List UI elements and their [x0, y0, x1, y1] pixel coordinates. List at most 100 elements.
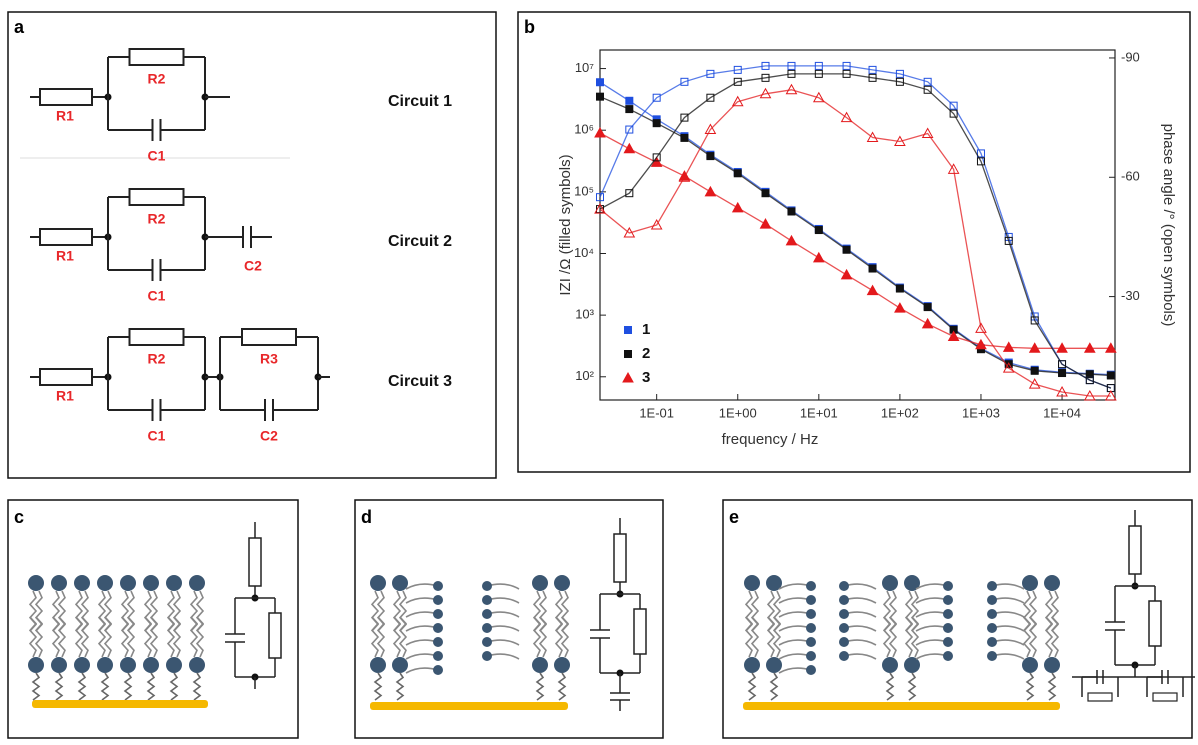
x-tick-label: 1E+00: [719, 405, 757, 420]
y-tick-label: 10⁷: [575, 60, 594, 75]
resistor: [1087, 692, 1113, 702]
lipid-head: [433, 609, 443, 619]
y-tick-label: 10⁴: [574, 245, 594, 260]
lipid-tail: [126, 616, 136, 658]
marker: [759, 218, 772, 229]
marker: [1083, 342, 1096, 353]
lipid-tail: [370, 616, 380, 658]
lipid-tail: [750, 616, 760, 658]
lipid-head: [74, 657, 90, 673]
fit-line: [599, 81, 1111, 376]
marker: [947, 163, 960, 174]
marker: [894, 302, 906, 313]
lipid-tail: [74, 616, 84, 658]
lipid-head: [882, 575, 898, 591]
lipid-head: [839, 609, 849, 619]
lipid-tail: [1022, 616, 1032, 658]
lipid-head: [532, 575, 548, 591]
resistor: [39, 88, 93, 106]
lipid-head: [482, 609, 492, 619]
panel-c-frame: [7, 499, 299, 739]
gold-substrate: [32, 700, 208, 708]
y-tick-label: 10⁵: [574, 183, 594, 198]
marker: [923, 77, 932, 86]
lipid-head: [1044, 657, 1060, 673]
lipid-tail: [538, 616, 548, 658]
lipid-head: [1044, 575, 1060, 591]
marker: [923, 85, 932, 94]
x-tick-label: 1E+02: [881, 405, 919, 420]
fit-line: [599, 96, 1111, 377]
lipid-head: [554, 657, 570, 673]
marker: [921, 317, 934, 329]
lipid-head: [97, 575, 113, 591]
lipid-tail: [80, 616, 90, 658]
marker: [759, 87, 772, 99]
lipid-tail: [882, 616, 892, 658]
x-axis-label: frequency / Hz: [722, 431, 819, 448]
lipid-head: [482, 651, 492, 661]
legend-label: 3: [642, 369, 650, 386]
lipid-head: [943, 637, 953, 647]
fit-line: [599, 89, 1111, 397]
lipid-head: [987, 651, 997, 661]
resistor: [128, 328, 185, 346]
marker: [624, 326, 632, 334]
tether: [907, 672, 917, 701]
lipid-tail: [744, 616, 754, 658]
marker: [1085, 376, 1094, 385]
lipid-tail: [51, 616, 61, 658]
marker: [706, 152, 715, 161]
marker: [731, 95, 744, 107]
lipid-head: [51, 657, 67, 673]
marker: [623, 142, 636, 154]
marker: [814, 226, 823, 235]
component-label: C1: [148, 428, 166, 444]
lipid-tail: [28, 616, 38, 658]
lipid-head: [120, 657, 136, 673]
marker: [1004, 236, 1013, 245]
tether: [373, 672, 383, 701]
marker: [840, 268, 853, 280]
lipid-tail: [910, 616, 920, 658]
marker: [785, 83, 798, 95]
lipid-tail: [1050, 616, 1060, 658]
lipid-tail: [766, 616, 776, 658]
lipid-head: [806, 581, 816, 591]
lipid-head: [766, 575, 782, 591]
marker: [949, 101, 958, 110]
component-label: C2: [244, 258, 262, 274]
lipid-head: [433, 623, 443, 633]
lipid-head: [482, 581, 492, 591]
x-tick-label: 1E-01: [639, 405, 674, 420]
lipid-tail: [97, 616, 107, 658]
resistor: [128, 48, 185, 66]
lipid-head: [433, 651, 443, 661]
marker: [814, 61, 823, 70]
lipid-tail: [398, 616, 408, 658]
lipid-head: [370, 575, 386, 591]
marker: [947, 330, 960, 342]
lipid-head: [806, 665, 816, 675]
marker: [842, 245, 851, 254]
marker: [652, 93, 661, 102]
lipid-head: [943, 651, 953, 661]
lipid-tail: [143, 616, 153, 658]
lipid-head: [839, 651, 849, 661]
lipid-head: [51, 575, 67, 591]
lipid-head: [744, 657, 760, 673]
y-tick-label: 10⁶: [574, 122, 594, 137]
marker: [814, 69, 823, 78]
component-label: C2: [260, 428, 278, 444]
resistor: [128, 188, 185, 206]
marker: [625, 189, 634, 198]
marker: [704, 185, 717, 197]
tether: [100, 672, 110, 701]
lipid-head: [392, 575, 408, 591]
marker: [1030, 366, 1039, 375]
lipid-tail: [376, 616, 386, 658]
panel-b-frame: [517, 11, 1191, 473]
plot-frame: [599, 49, 1116, 401]
lipid-tail: [888, 616, 898, 658]
